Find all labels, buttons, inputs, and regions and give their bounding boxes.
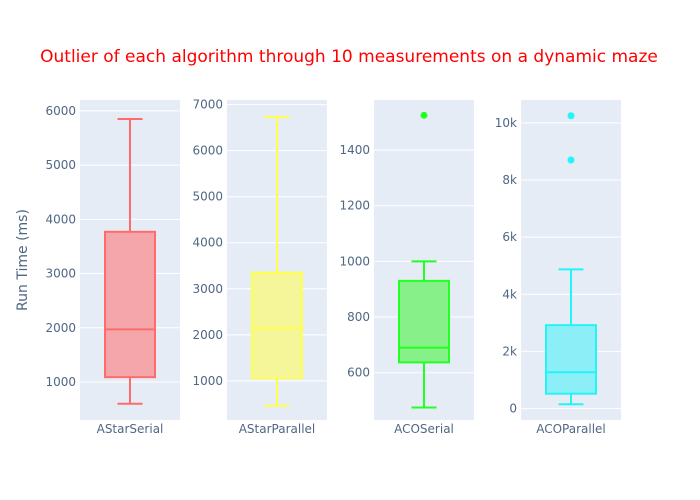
outlier-point — [567, 112, 575, 120]
y-tick-label: 5000 — [192, 190, 223, 204]
y-tick-label: 3000 — [45, 267, 76, 281]
y-tick-label: 3000 — [192, 282, 223, 296]
y-tick-label: 4k — [502, 287, 517, 301]
iqr-box — [104, 230, 156, 379]
chart-title: Outlier of each algorithm through 10 mea… — [40, 47, 658, 67]
y-tick-label: 2k — [502, 344, 517, 358]
y-tick-label: 4000 — [45, 212, 76, 226]
y-tick-label: 6k — [502, 230, 517, 244]
y-tick-label: 2000 — [45, 321, 76, 335]
outlier-point — [420, 111, 428, 119]
y-tick-label: 1000 — [339, 254, 370, 268]
y-tick-label: 6000 — [45, 104, 76, 118]
box-plot-panels: 100020003000400050006000AStarSerial10002… — [45, 98, 621, 436]
y-tick-label: 8k — [502, 173, 517, 187]
y-tick-label: 1400 — [339, 143, 370, 157]
category-label: AStarSerial — [97, 422, 164, 436]
category-label: ACOSerial — [394, 422, 454, 436]
y-tick-label: 6000 — [192, 144, 223, 158]
y-tick-label: 0 — [509, 402, 517, 416]
iqr-box — [398, 279, 450, 364]
y-axis-label: Run Time (ms) — [15, 209, 31, 311]
iqr-box — [545, 324, 597, 395]
box-panel-3: 600 800 1000 1200 1400 ACOSerial — [339, 100, 474, 436]
y-tick-label: 1000 — [45, 375, 76, 389]
category-label: ACOParallel — [536, 422, 606, 436]
category-label: AStarParallel — [239, 422, 316, 436]
y-tick-label: 800 — [347, 310, 370, 324]
y-tick-label: 1000 — [192, 374, 223, 388]
iqr-box — [251, 271, 303, 380]
y-tick-label: 5000 — [45, 158, 76, 172]
y-tick-label: 7000 — [192, 98, 223, 112]
y-tick-label: 600 — [347, 366, 370, 380]
y-tick-label: 2000 — [192, 328, 223, 342]
y-tick-label: 4000 — [192, 236, 223, 250]
box-panel-2: 1000 2000 3000 4000 5000 6000 7000 AStarParalle… — [192, 98, 327, 436]
y-tick-label: 10k — [495, 116, 517, 130]
y-tick-label: 1200 — [339, 199, 370, 213]
box-panel-4: 0 2k 4k 6k 8k 10k ACOParallel — [495, 100, 621, 436]
outlier-point — [567, 156, 575, 164]
box-panel-1: 1000 2000 3000 4000 5000 6000 AStarSerial — [45, 100, 180, 436]
